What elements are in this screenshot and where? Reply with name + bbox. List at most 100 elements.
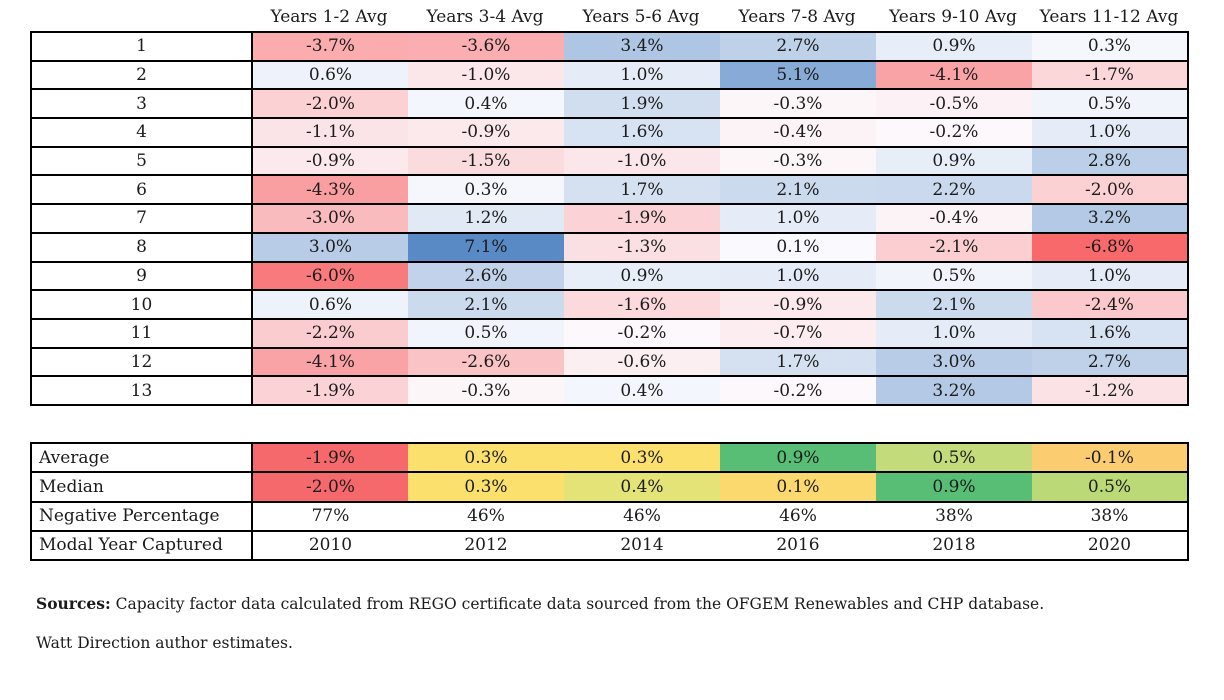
heatmap-cell: 2.1% <box>720 174 876 205</box>
heatmap-row: 13 -1.9% -0.3% 0.4% -0.2% 3.2% -1.2% <box>31 375 1188 405</box>
row-label-cell: 7 <box>31 203 253 233</box>
summary-cell: 77% <box>252 500 408 531</box>
column-header: Years 1-2 Avg <box>270 6 388 27</box>
heatmap-cell: 2.8% <box>1032 145 1188 176</box>
heatmap-row: 11 -2.2% 0.5% -0.2% -0.7% 1.0% 1.6% <box>31 317 1188 348</box>
heatmap-row: 7 -3.0% 1.2% -1.9% 1.0% -0.4% 3.2% <box>31 203 1188 233</box>
heatmap-cell: -2.6% <box>408 346 564 377</box>
heatmap-cell: -4.1% <box>252 346 408 377</box>
heatmap-cell: 0.4% <box>408 88 564 119</box>
heatmap-cell: 3.2% <box>1032 203 1188 233</box>
summary-row: Average -1.9% 0.3% 0.3% 0.9% 0.5% -0.1% <box>31 442 1188 473</box>
row-label-cell: 4 <box>31 117 253 147</box>
heatmap-table: 1 -3.7% -3.6% 3.4% 2.7% 0.9% 0.3% 2 0.6% -1.0% 1.0… <box>30 31 1189 406</box>
column-header: Years 7-8 Avg <box>738 6 856 27</box>
heatmap-cell: 0.3% <box>408 174 564 205</box>
column-header: Years 3-4 Avg <box>426 6 544 27</box>
heatmap-cell: -0.9% <box>408 117 564 147</box>
heatmap-cell: 1.7% <box>720 346 876 377</box>
heatmap-cell: 2.1% <box>876 289 1032 319</box>
heatmap-cell: 3.0% <box>252 231 408 262</box>
row-label-cell: 12 <box>31 346 253 377</box>
heatmap-row: 6 -4.3% 0.3% 1.7% 2.1% 2.2% -2.0% <box>31 174 1188 205</box>
heatmap-cell: -1.2% <box>1032 375 1188 405</box>
row-label-cell: 6 <box>31 174 253 205</box>
heatmap-cell: -3.0% <box>252 203 408 233</box>
summary-cell: 38% <box>876 500 1032 531</box>
summary-row: Negative Percentage 77% 46% 46% 46% 38% 38% <box>31 500 1188 531</box>
row-label-cell: 1 <box>31 32 253 61</box>
heatmap-cell: -1.7% <box>1032 59 1188 90</box>
row-label-cell: 8 <box>31 231 253 262</box>
heatmap-cell: 0.4% <box>564 375 720 405</box>
heatmap-cell: -0.2% <box>564 317 720 348</box>
heatmap-cell: -1.1% <box>252 117 408 147</box>
summary-cell: 0.9% <box>876 471 1032 502</box>
heatmap-cell: 0.5% <box>1032 88 1188 119</box>
heatmap-cell: 0.9% <box>564 260 720 291</box>
heatmap-cell: -2.0% <box>1032 174 1188 205</box>
heatmap-cell: -0.4% <box>876 203 1032 233</box>
heatmap-cell: -1.6% <box>564 289 720 319</box>
heatmap-cell: 3.2% <box>876 375 1032 405</box>
sources-text: Capacity factor data calculated from REG… <box>110 595 1045 614</box>
heatmap-cell: 0.3% <box>1032 32 1188 61</box>
heatmap-row: 12 -4.1% -2.6% -0.6% 1.7% 3.0% 2.7% <box>31 346 1188 377</box>
heatmap-cell: 1.0% <box>720 203 876 233</box>
heatmap-cell: 3.4% <box>564 32 720 61</box>
heatmap-cell: 0.9% <box>876 32 1032 61</box>
summary-cell: 2010 <box>252 529 408 561</box>
summary-cell: 2020 <box>1032 529 1188 561</box>
heatmap-row: 1 -3.7% -3.6% 3.4% 2.7% 0.9% 0.3% <box>31 32 1188 61</box>
row-label-cell: 3 <box>31 88 253 119</box>
heatmap-row: 10 0.6% 2.1% -1.6% -0.9% 2.1% -2.4% <box>31 289 1188 319</box>
heatmap-cell: 2.7% <box>720 32 876 61</box>
heatmap-cell: -0.3% <box>408 375 564 405</box>
summary-table: Average -1.9% 0.3% 0.3% 0.9% 0.5% -0.1% Median -… <box>30 441 1189 562</box>
summary-row-label: Average <box>31 442 253 473</box>
heatmap-row: 4 -1.1% -0.9% 1.6% -0.4% -0.2% 1.0% <box>31 117 1188 147</box>
heatmap-cell: 1.6% <box>1032 317 1188 348</box>
header-row: Years 1-2 Avg Years 3-4 Avg Years 5-6 Avg Y… <box>30 2 1187 31</box>
heatmap-cell: -0.9% <box>720 289 876 319</box>
column-header-row: Years 1-2 Avg Years 3-4 Avg Years 5-6 Avg Y… <box>30 2 1187 31</box>
heatmap-cell: -1.3% <box>564 231 720 262</box>
heatmap-cell: -1.9% <box>564 203 720 233</box>
row-label-cell: 10 <box>31 289 253 319</box>
heatmap-cell: -0.3% <box>720 88 876 119</box>
summary-cell: 0.9% <box>720 442 876 473</box>
heatmap-cell: 0.6% <box>252 59 408 90</box>
summary-cell: 46% <box>408 500 564 531</box>
heatmap-cell: 0.1% <box>720 231 876 262</box>
summary-row-label: Modal Year Captured <box>31 529 253 561</box>
heatmap-cell: -0.3% <box>720 145 876 176</box>
heatmap-cell: -0.6% <box>564 346 720 377</box>
heatmap-row: 8 3.0% 7.1% -1.3% 0.1% -2.1% -6.8% <box>31 231 1188 262</box>
heatmap-cell: 2.6% <box>408 260 564 291</box>
heatmap-row: 3 -2.0% 0.4% 1.9% -0.3% -0.5% 0.5% <box>31 88 1188 119</box>
sources-note: Sources: Capacity factor data calculated… <box>36 594 1224 653</box>
summary-row: Modal Year Captured 2010 2012 2014 2016 2018 2… <box>31 529 1188 561</box>
heatmap-cell: -0.2% <box>720 375 876 405</box>
summary-cell: 46% <box>720 500 876 531</box>
summary-cell: 0.4% <box>564 471 720 502</box>
heatmap-row: 9 -6.0% 2.6% 0.9% 1.0% 0.5% 1.0% <box>31 260 1188 291</box>
heatmap-cell: 1.0% <box>1032 260 1188 291</box>
heatmap-cell: -1.9% <box>252 375 408 405</box>
summary-cell: 2014 <box>564 529 720 561</box>
column-header: Years 9-10 Avg <box>889 6 1017 27</box>
summary-row: Median -2.0% 0.3% 0.4% 0.1% 0.9% 0.5% <box>31 471 1188 502</box>
row-label-cell: 11 <box>31 317 253 348</box>
sources-line: Sources: Capacity factor data calculated… <box>36 594 1224 614</box>
summary-cell: 0.3% <box>564 442 720 473</box>
heatmap-cell: 1.0% <box>564 59 720 90</box>
heatmap-row: 5 -0.9% -1.5% -1.0% -0.3% 0.9% 2.8% <box>31 145 1188 176</box>
summary-row-label: Median <box>31 471 253 502</box>
summary-cell: 46% <box>564 500 720 531</box>
heatmap-cell: -0.2% <box>876 117 1032 147</box>
heatmap-cell: -1.0% <box>564 145 720 176</box>
author-estimates-line: Watt Direction author estimates. <box>36 633 293 652</box>
heatmap-cell: 2.1% <box>408 289 564 319</box>
heatmap-cell: 7.1% <box>408 231 564 262</box>
